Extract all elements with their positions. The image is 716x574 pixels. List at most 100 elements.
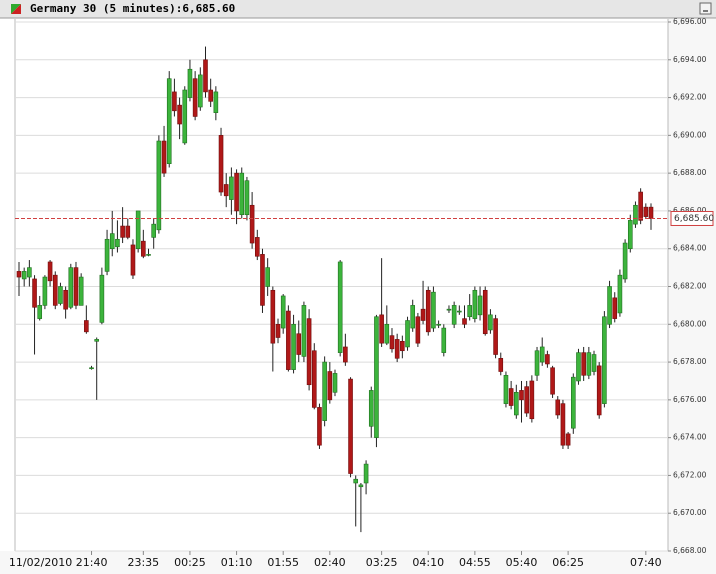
header-bar (0, 0, 716, 18)
candle-body (21, 271, 27, 280)
candle-body (550, 367, 555, 395)
candle-body (607, 286, 612, 325)
y-tick-label: 6,680.00 (673, 319, 707, 328)
candle-body (555, 399, 561, 416)
candle-body (539, 346, 545, 363)
candle-body (166, 78, 172, 164)
candle-body (135, 210, 141, 250)
y-tick-label: 6,668.00 (673, 546, 707, 555)
x-tick-label: 04:55 (459, 556, 491, 569)
candle-body (203, 59, 208, 93)
candle-body (244, 180, 250, 216)
candle-body (94, 339, 100, 342)
candle-body (425, 289, 431, 333)
y-tick-label: 6,682.00 (673, 282, 707, 291)
candle-body (462, 318, 467, 325)
candle-body (156, 140, 162, 231)
candle-body (622, 242, 628, 280)
y-tick-label: 6,690.00 (673, 130, 707, 139)
candle-body (368, 390, 374, 427)
candle-body (130, 244, 136, 276)
candle-body (172, 91, 177, 112)
candle-body (581, 352, 586, 376)
candle-body (280, 295, 286, 329)
candle-body (42, 276, 48, 306)
candle-body (643, 206, 649, 217)
candle-body (560, 403, 566, 446)
last-price-box (670, 210, 714, 226)
candle-body (151, 223, 156, 238)
candle-body (52, 274, 58, 306)
candle-body (311, 350, 317, 408)
candle-body (125, 225, 131, 238)
candle-body (239, 172, 245, 216)
candle-body (441, 327, 447, 353)
candle-body (58, 286, 63, 304)
x-tick-label: 03:25 (366, 556, 398, 569)
candle-body (327, 371, 333, 401)
candle-body (524, 386, 529, 414)
x-tick-label: 06:25 (552, 556, 584, 569)
candle-body (508, 388, 514, 406)
candle-body (229, 176, 234, 200)
candle-body (612, 297, 618, 319)
x-axis-area (0, 551, 716, 574)
candle-body (115, 238, 120, 248)
candle-body (514, 391, 519, 416)
candle-body (337, 261, 343, 353)
candle-body (47, 261, 53, 282)
candle-body (586, 352, 592, 376)
minimize-button[interactable] (699, 2, 712, 15)
candle-body (384, 323, 390, 344)
candle-body (141, 240, 146, 257)
candle-body (488, 314, 493, 331)
x-tick-label: 04:10 (412, 556, 444, 569)
candle-body (363, 463, 369, 484)
candle-body (296, 333, 302, 355)
candle-body (451, 305, 457, 325)
candle-body (213, 91, 219, 113)
candle-body (400, 340, 405, 352)
candle-body (301, 305, 307, 357)
candle-body (472, 289, 478, 319)
candle-body (265, 267, 270, 287)
candle-body (177, 104, 182, 125)
x-tick-label: 07:40 (630, 556, 662, 569)
candle-body (286, 310, 291, 370)
candle-body (249, 204, 255, 244)
candle-body (374, 316, 379, 438)
candle-body (291, 323, 296, 370)
candle-body (343, 346, 348, 363)
candle-body (648, 206, 654, 219)
candle-body (503, 374, 509, 404)
y-tick-label: 6,672.00 (673, 470, 707, 479)
candle-body (68, 267, 74, 308)
candle-body (617, 274, 623, 314)
candle-body (73, 267, 79, 306)
x-tick-label: 00:25 (174, 556, 206, 569)
candle-body (545, 354, 550, 365)
candle-body (353, 478, 359, 484)
x-tick-label: 23:35 (127, 556, 159, 569)
x-tick-label: 11/02/2010 21:40 (9, 556, 108, 569)
candle-body (37, 305, 43, 319)
candle-body (146, 254, 151, 256)
candle-body (565, 433, 571, 446)
candle-body (482, 289, 488, 335)
y-tick-label: 6,670.00 (673, 508, 707, 517)
candle-body (63, 289, 68, 310)
y-tick-label: 6,678.00 (673, 357, 707, 366)
y-tick-label: 6,688.00 (673, 168, 707, 177)
candle-body (431, 291, 436, 329)
candle-body (109, 233, 115, 250)
candle-body (161, 140, 167, 174)
y-tick-label: 6,692.00 (673, 93, 707, 102)
candle-body (208, 89, 213, 102)
candle-body (254, 237, 260, 257)
candle-body (27, 267, 32, 278)
x-tick-label: 05:40 (506, 556, 538, 569)
candle-body (223, 184, 229, 197)
y-tick-label: 6,686.00 (673, 206, 707, 215)
candle-body (602, 316, 607, 404)
